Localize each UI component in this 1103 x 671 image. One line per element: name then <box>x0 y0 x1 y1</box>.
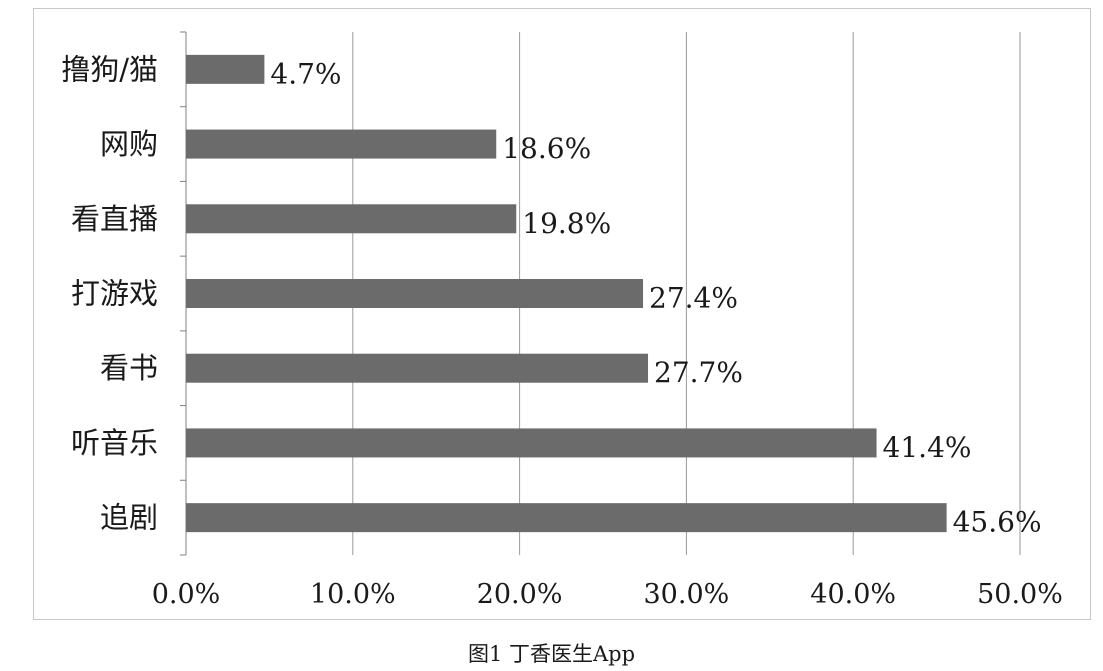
category-label: 看直播 <box>71 202 158 236</box>
data-label: 18.6% <box>502 132 591 165</box>
data-label: 41.4% <box>883 431 972 464</box>
x-tick-label: 10.0% <box>310 579 396 610</box>
bar <box>186 279 644 308</box>
bar <box>186 204 517 234</box>
data-label: 27.7% <box>654 356 743 389</box>
bar <box>186 353 649 383</box>
category-label: 打游戏 <box>71 277 158 311</box>
category-label: 看书 <box>100 351 158 385</box>
x-tick-label: 40.0% <box>810 579 896 610</box>
bar <box>186 428 877 458</box>
chart-frame <box>33 8 1091 620</box>
category-label: 撸狗/猫 <box>61 52 158 86</box>
data-label: 4.7% <box>270 57 341 90</box>
x-tick-label: 20.0% <box>477 579 563 610</box>
category-label: 听音乐 <box>71 426 158 460</box>
x-tick-label: 30.0% <box>644 579 730 610</box>
bar <box>186 129 497 159</box>
category-label: 网购 <box>100 127 158 161</box>
bar <box>186 54 265 84</box>
bar <box>186 503 947 533</box>
figure-caption: 图1 丁香医生App <box>467 642 636 666</box>
category-label: 追剧 <box>100 501 158 535</box>
x-tick-label: 50.0% <box>977 579 1063 610</box>
x-tick-label: 0.0% <box>152 579 221 610</box>
data-label: 27.4% <box>649 282 738 315</box>
data-label: 19.8% <box>522 207 611 240</box>
data-label: 45.6% <box>953 506 1042 539</box>
